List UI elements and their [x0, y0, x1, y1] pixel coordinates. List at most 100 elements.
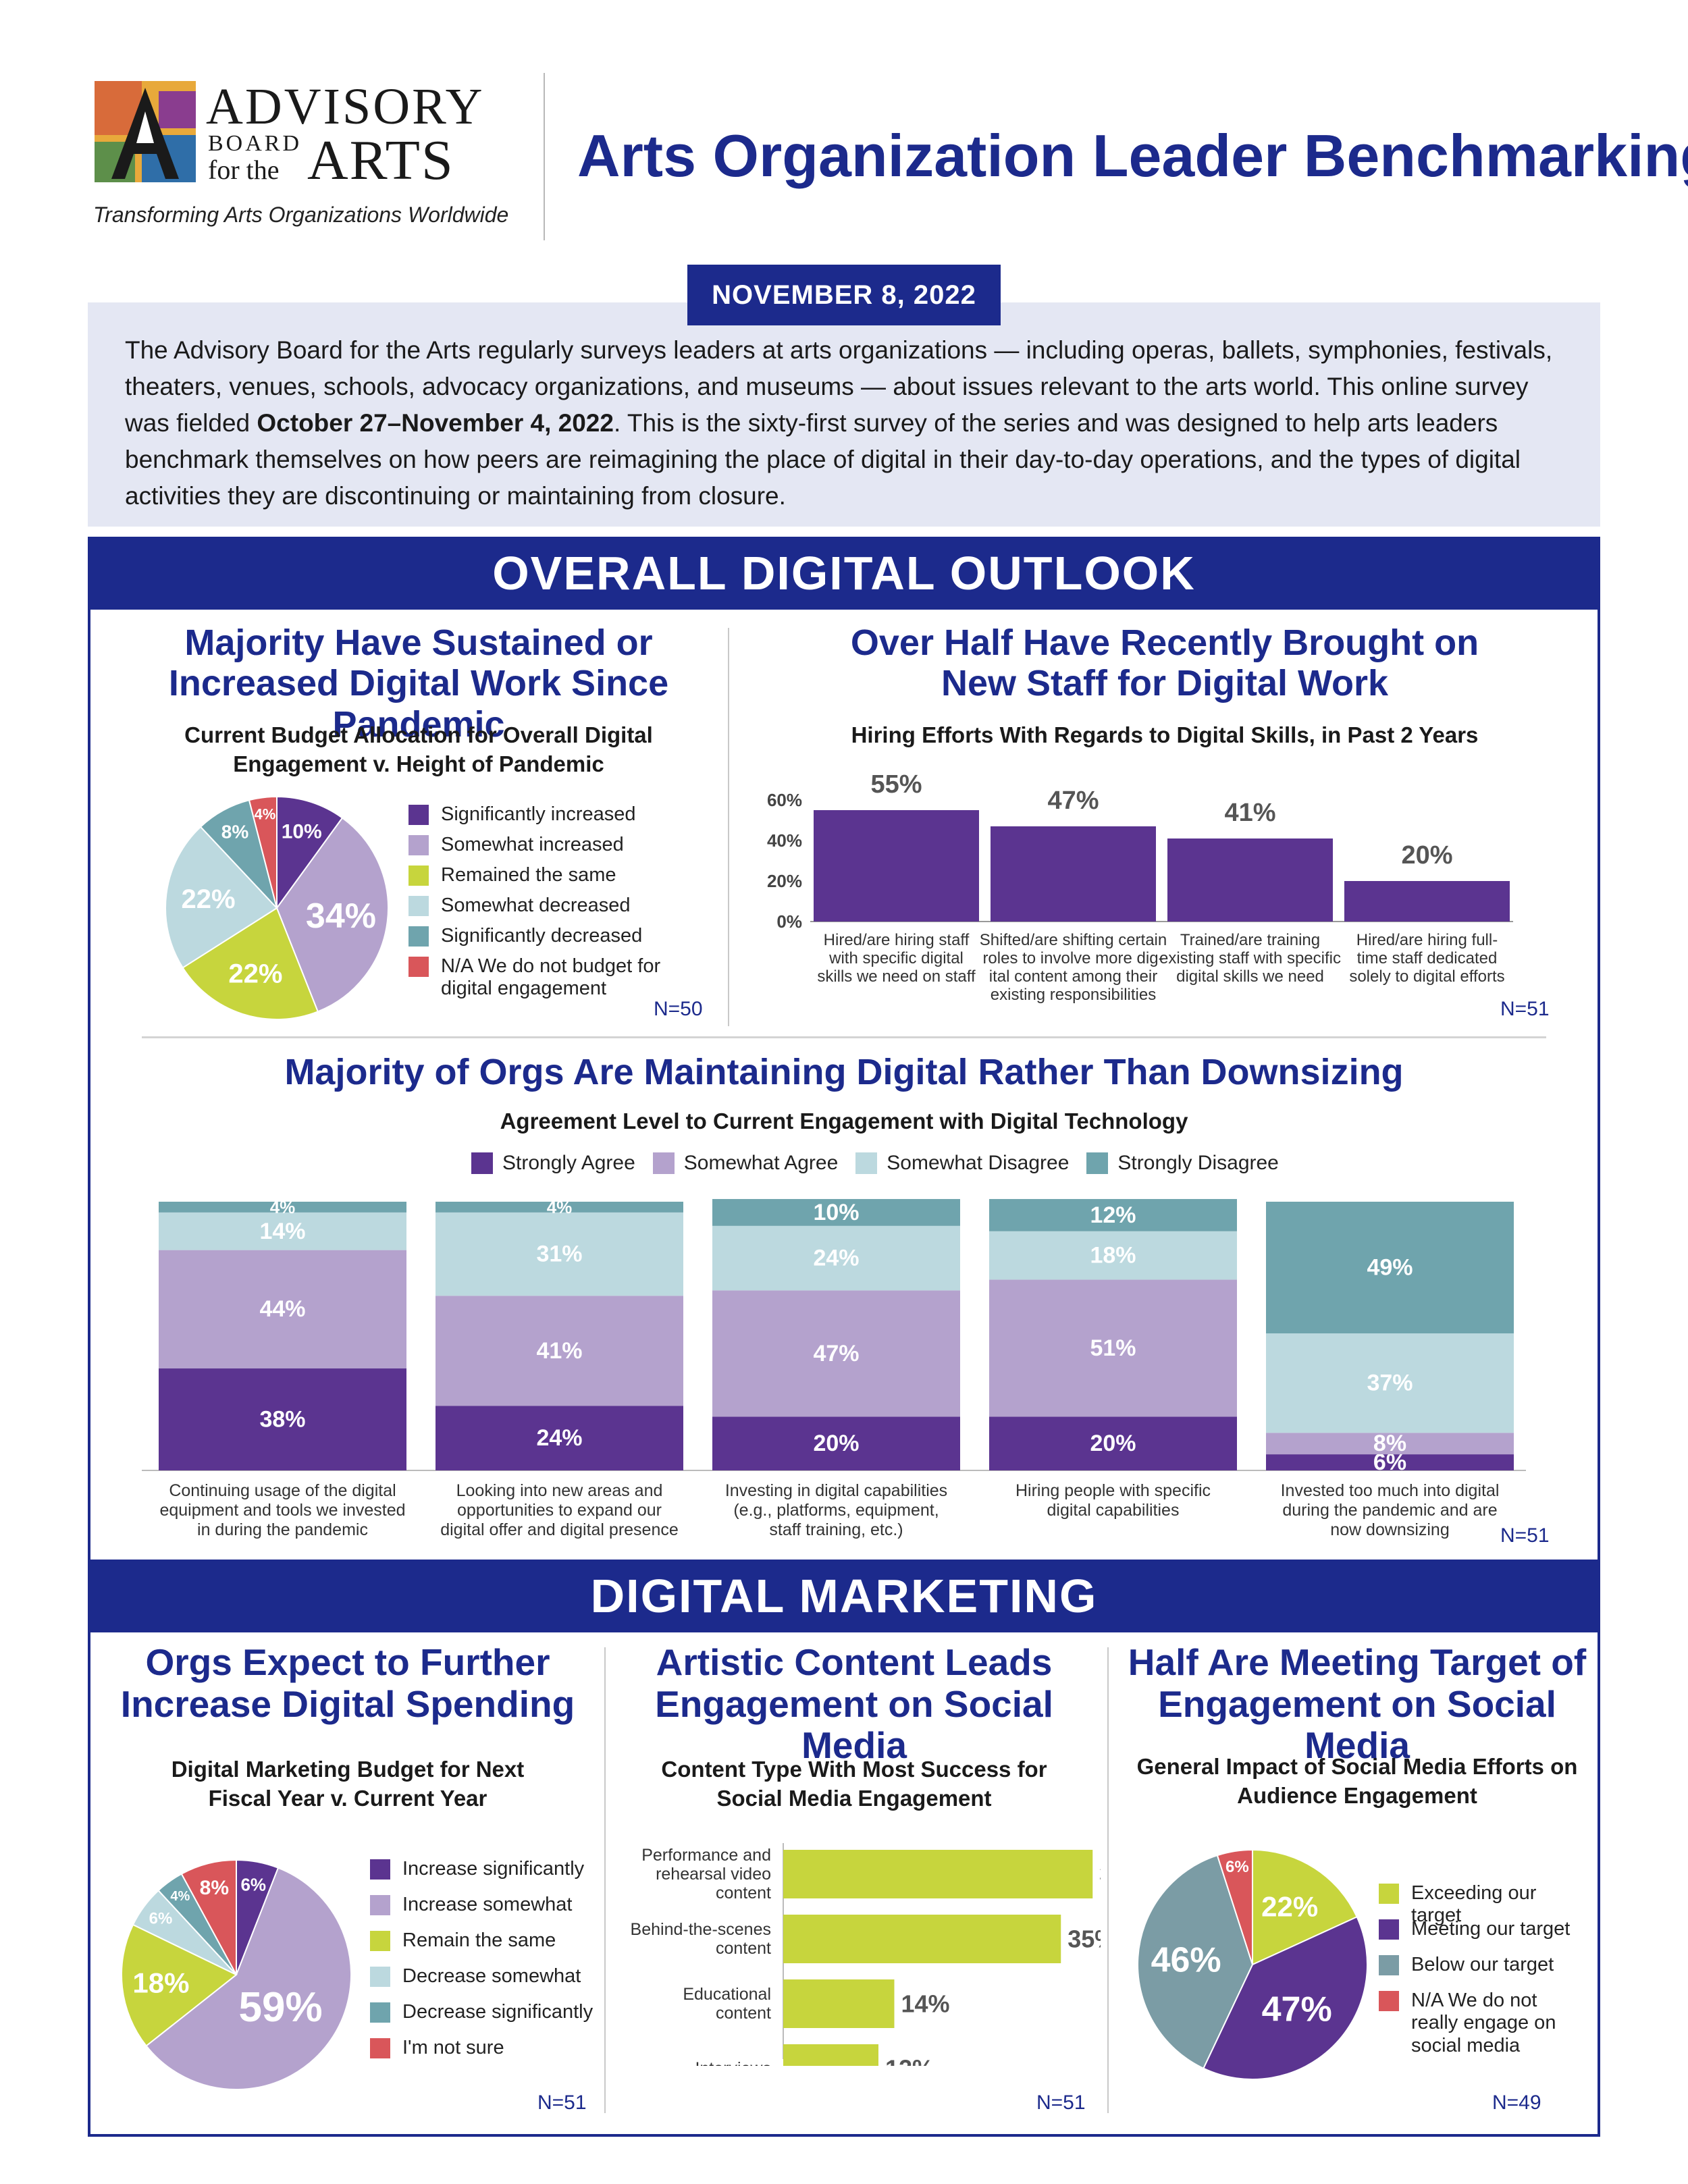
tagline: Transforming Arts Organizations Worldwid… [93, 203, 509, 227]
chart1-legend-swatch [408, 896, 429, 916]
chart6-legend-item: Exceeding our target [1379, 1882, 1581, 1927]
chart6-n: N=49 [1492, 2092, 1541, 2114]
chart4-legend-item: Decrease significantly [370, 2001, 600, 2023]
chart6-slice-label-3: 6% [1225, 1858, 1249, 1876]
chart3-segment-label: 38% [259, 1406, 305, 1432]
chart3-segment [1266, 1202, 1514, 1334]
chart1-legend-label: Significantly decreased [441, 925, 643, 947]
chart4-legend-item: Remain the same [370, 1929, 600, 1952]
chart3-legend-swatch [471, 1152, 493, 1174]
logo-text-arts: ARTS [307, 129, 454, 192]
chart1-slice-2 [182, 907, 319, 1020]
chart3-segment-label: 41% [536, 1338, 582, 1364]
chart2-y-tick: 20% [767, 871, 802, 891]
chart1-legend-item: N/A We do not budget for digital engagem… [408, 955, 672, 1001]
chart3-legend-item: Strongly Disagree [1086, 1152, 1279, 1175]
chart3-segment-label: 8% [1373, 1431, 1406, 1456]
chart5-bar [783, 2044, 878, 2066]
chart1-slice-1 [275, 817, 389, 1013]
chart3-segment [712, 1199, 960, 1226]
chart2-category-label: Hired/are hiring staff with specific digi… [817, 931, 976, 986]
chart1-slice-label-5: 4% [255, 805, 276, 822]
chart5-category-label: Behind-the-scenes content [631, 1920, 772, 1958]
chart4-legend-swatch [370, 1859, 390, 1880]
chart1-legend-label: Somewhat decreased [441, 895, 631, 916]
chart4-slice-label-0: 6% [240, 1874, 266, 1894]
chart5-title: Artistic Content Leads Engagement on Soc… [655, 1641, 1053, 1767]
chart1-subtitle: Current Budget Allocation for Overall Di… [184, 722, 653, 776]
chart6-slice-label-2: 46% [1151, 1941, 1221, 1980]
chart1-pie: 10% 34% 22% 22% 8% 4% [165, 795, 389, 1020]
chart2-value-label: 47% [1047, 787, 1099, 815]
chart3-segment [1266, 1433, 1514, 1455]
chart2-value-label: 41% [1224, 799, 1275, 827]
chart3-segment [159, 1202, 406, 1213]
chart2-category-label: Shifted/are shifting certain roles to inv… [980, 931, 1167, 1004]
chart1-legend-item: Remained the same [408, 864, 672, 886]
logo-text-advisory: ADVISORY [206, 78, 485, 135]
chart6-legend-swatch [1379, 1919, 1399, 1940]
section-band-overall-digital-outlook: OVERALL DIGITAL OUTLOOK [88, 537, 1600, 610]
chart6-title: Half Are Meeting Target of Engagement on… [1128, 1641, 1587, 1767]
chart4-subtitle: Digital Marketing Budget for Next Fiscal… [171, 1757, 525, 1811]
chart6-legend-label: N/A We do not really engage on social me… [1411, 1990, 1556, 2056]
chart3-legend-label: Strongly Agree [502, 1152, 635, 1174]
chart6-legend-label: Exceeding our target [1411, 1882, 1537, 1927]
chart1-title: Majority Have Sustained or Increased Dig… [168, 622, 669, 745]
chart2-value-label: 55% [870, 770, 922, 799]
chart2-category-label: Trained/are training existing staff with … [1159, 931, 1341, 986]
chart1-slice-label-2: 22% [228, 959, 282, 988]
chart5-category-label: Performance and rehearsal video content [641, 1846, 771, 1902]
chart4-legend-item: I'm not sure [370, 2037, 600, 2059]
chart5-value-label: 35% [1067, 1925, 1101, 1953]
chart1-slice-label-3: 22% [181, 884, 235, 914]
chart3-legend-swatch [652, 1152, 675, 1174]
chart2-n: N=51 [1500, 998, 1550, 1020]
chart4-legend-swatch [370, 1967, 390, 1987]
chart4-legend-item: Decrease somewhat [370, 1965, 600, 1988]
chart6-slice-3 [1216, 1848, 1253, 1965]
chart5-n: N=51 [1036, 2092, 1086, 2114]
chart3-category-label: Invested too much into digital during the… [1281, 1481, 1500, 1539]
chart3-segment-label: 20% [1090, 1431, 1136, 1456]
chart3-segment [436, 1296, 683, 1406]
chart6-legend-swatch [1379, 1884, 1399, 1904]
chart6-legend-swatch [1379, 1991, 1399, 2011]
chart4-slice-label-5: 8% [200, 1877, 229, 1899]
intro-text: The Advisory Board for the Arts regularl… [125, 332, 1577, 514]
chart6-legend-label: Meeting our target [1411, 1918, 1571, 1940]
chart4-slice-label-2: 18% [132, 1967, 189, 1999]
chart1-legend-item: Significantly increased [408, 803, 672, 826]
chart4-legend-item: Increase significantly [370, 1858, 600, 1880]
chart3-segment-label: 49% [1367, 1255, 1413, 1281]
chart3-segment-label: 44% [259, 1296, 305, 1322]
chart6-slice-2 [1137, 1854, 1254, 2070]
chart3-segment [989, 1279, 1237, 1417]
chart3-legend: Strongly Agree Somewhat Agree Somewhat Dis… [471, 1152, 1296, 1175]
section1-divider [728, 628, 729, 1026]
logo-text-board: BOARD [208, 131, 302, 156]
chart2-value-label: 20% [1401, 841, 1452, 870]
logo-text-for-the: for the [208, 155, 280, 185]
chart2-y-tick: 40% [767, 830, 802, 851]
page-title: Arts Organization Leader Benchmarking [577, 122, 1688, 189]
chart2-y-tick: 60% [767, 790, 802, 810]
chart4-legend-label: Remain the same [402, 1929, 556, 1951]
chart4-legend-swatch [370, 1931, 390, 1951]
chart3-segment [989, 1416, 1237, 1470]
chart6-legend-swatch [1379, 1955, 1399, 1975]
chart3-segment [159, 1250, 406, 1368]
chart3-legend-label: Somewhat Disagree [887, 1152, 1070, 1174]
chart6-subtitle: General Impact of Social Media Efforts o… [1136, 1754, 1578, 1808]
chart6-slice-1 [1203, 1916, 1368, 2080]
chart1-legend-swatch [408, 835, 429, 855]
chart3-segment-label: 20% [813, 1431, 859, 1456]
chart1-legend-item: Somewhat increased [408, 834, 672, 856]
chart5-bar [783, 1979, 895, 2028]
chart5-value-label: 39% [1099, 1861, 1101, 1888]
chart2-category-label: Hired/are hiring full-time staff dedicat… [1349, 931, 1504, 986]
section2-divider-1 [604, 1647, 606, 2113]
chart3-segment-label: 37% [1367, 1370, 1413, 1396]
chart5-bar [783, 1850, 1093, 1898]
chart5-value-label: 12% [885, 2055, 934, 2067]
